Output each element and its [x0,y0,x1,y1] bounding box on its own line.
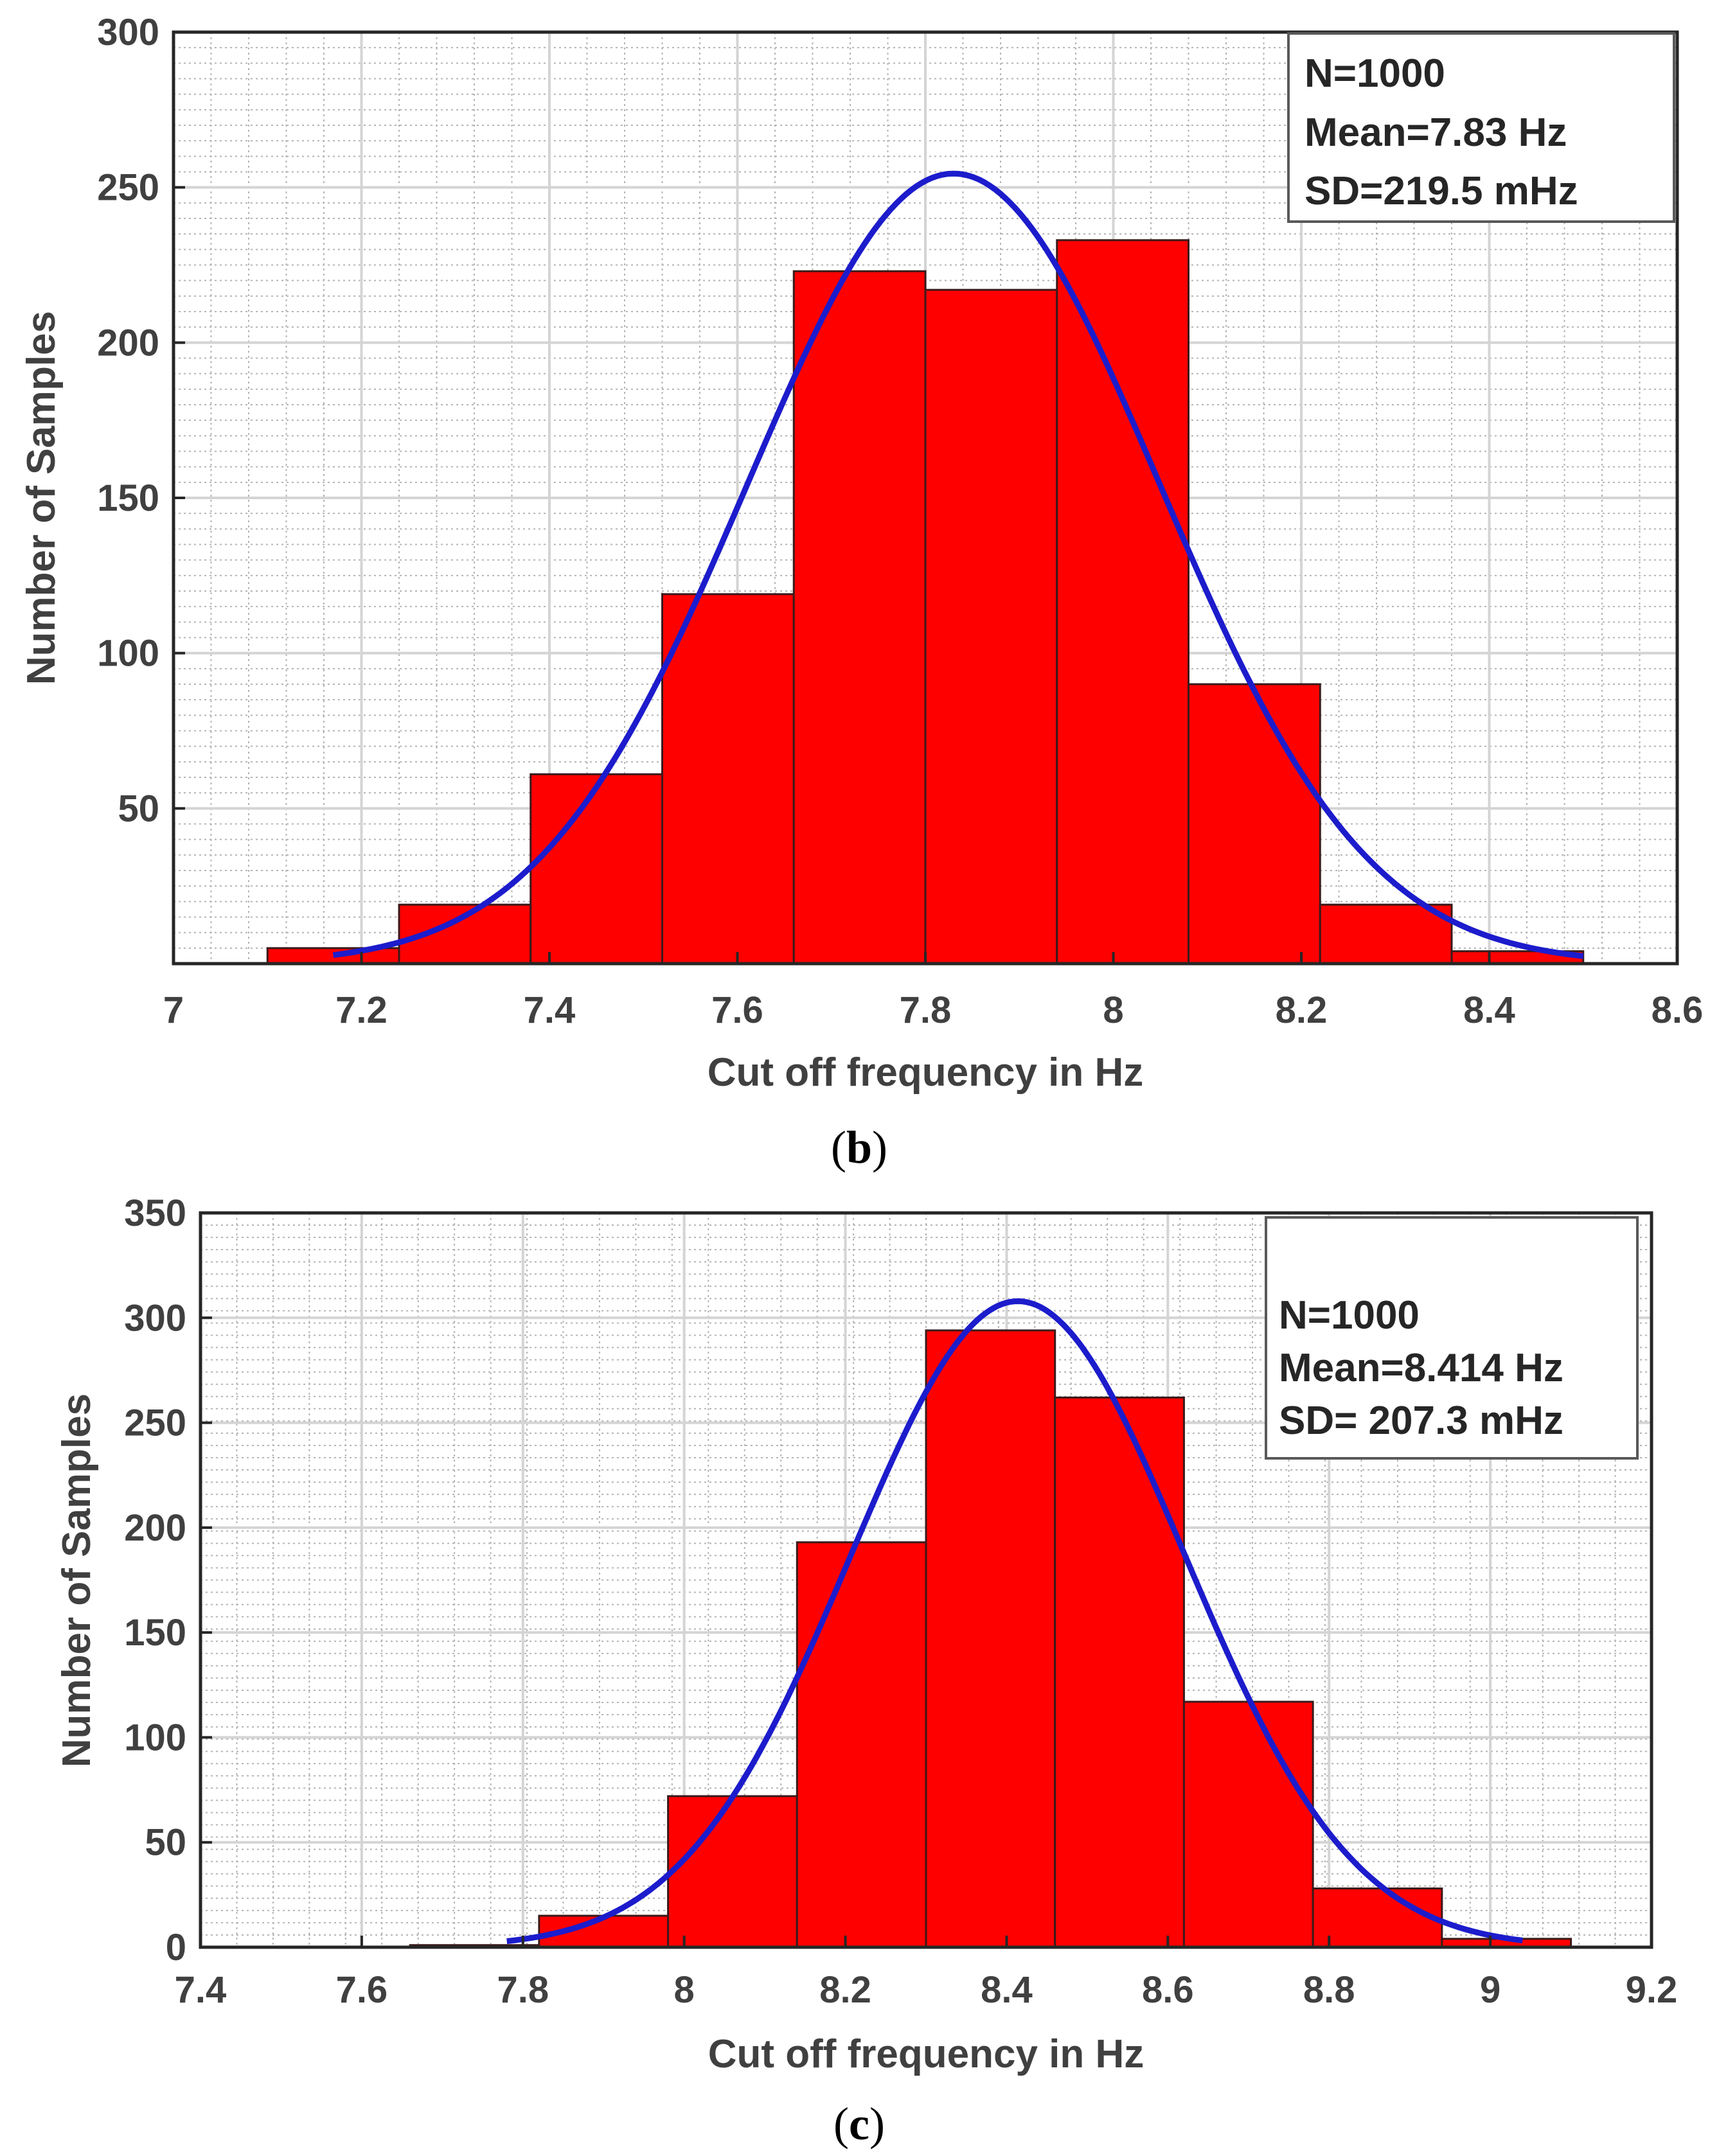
c-y-tick-label: 250 [124,1402,186,1444]
c-x-tick-label: 9.2 [1626,1969,1678,2011]
c-histogram-bar [796,1541,927,1948]
c-x-tick-label: 8.6 [1142,1969,1194,2011]
chart-b-legend-box [1287,32,1675,223]
chart-c-axes-box [199,1211,1653,1949]
chart-b-legend: N=1000 Mean=7.83 Hz SD=219.5 mHz [1287,32,1675,223]
c-x-tick-label: 8.8 [1303,1969,1355,2011]
b-histogram-bar [1319,903,1453,965]
b-y-tick-label: 100 [97,633,159,675]
b-histogram-bar [530,773,663,965]
c-x-tick-label: 9 [1480,1969,1501,2011]
chart-b-legend-n: N=1000 [1305,51,1445,96]
chart-b-legend-sd: SD=219.5 mHz [1305,169,1578,213]
c-x-tick-label: 8.4 [981,1969,1033,2011]
c-x-tick-label: 8.2 [819,1969,871,2011]
chart-b-legend-mean: Mean=7.83 Hz [1305,110,1567,155]
b-x-tick-label: 7 [163,989,184,1031]
c-x-tick-label: 7.4 [175,1969,227,2011]
b-y-tick-label: 50 [118,788,159,829]
b-x-tick-label: 8.4 [1463,989,1515,1031]
b-x-tick-label: 8 [1103,989,1123,1031]
chart-c-legend-mean: Mean=8.414 Hz [1279,1346,1563,1390]
c-y-tick-label: 350 [124,1192,186,1234]
b-x-tick-label: 8.6 [1652,989,1704,1031]
c-x-tick-label: 8 [674,1969,695,2011]
chart-b-bars [266,239,1585,965]
chart-c-legend-sd: SD= 207.3 mHz [1279,1399,1563,1443]
b-y-tick-label: 300 [97,12,159,53]
c-y-tick-label: 100 [124,1717,186,1758]
b-x-tick-label: 7.8 [900,989,952,1031]
c-x-tick-label: 7.8 [497,1969,549,2011]
chart-c-x-axis-label: Cut off frequency in Hz [708,2032,1145,2076]
chart-c-caption-letter: c [849,2098,869,2150]
b-histogram-bar [1188,683,1321,965]
c-y-tick-label: 300 [124,1297,186,1339]
c-y-tick-label: 0 [166,1927,186,1968]
b-histogram-bar [1056,239,1189,965]
b-histogram-bar [924,288,1058,965]
chart-b-y-ticks: 50 100 150 200 250 300 [97,12,185,829]
c-histogram-bar [667,1795,798,1948]
b-x-tick-label: 7.2 [335,989,387,1031]
b-histogram-bar [792,270,927,965]
c-x-tick-label: 7.6 [336,1969,388,2011]
c-y-tick-label: 150 [124,1612,186,1654]
chart-b: 7 7.2 7.4 7.6 7.8 8 8.2 8.4 8.6 50 100 150 200 250 30… [19,12,1703,1173]
b-y-tick-label: 200 [97,322,159,364]
chart-c-caption: (c) [833,2098,885,2150]
chart-c-y-ticks: 0 50 100 150 200 250 300 350 [124,1192,212,1968]
c-histogram-bar [1312,1887,1443,1948]
chart-b-x-axis-label: Cut off frequency in Hz [708,1050,1144,1095]
b-y-tick-label: 250 [97,167,159,209]
b-histogram-bar [661,593,795,965]
b-x-tick-label: 7.6 [711,989,763,1031]
chart-b-x-ticks: 7 7.2 7.4 7.6 7.8 8 8.2 8.4 8.6 [163,952,1703,1031]
c-histogram-bar [925,1329,1056,1948]
chart-b-caption: (b) [831,1122,887,1173]
c-y-tick-label: 50 [145,1822,186,1864]
b-histogram-bar [266,947,400,965]
c-histogram-bar [1182,1701,1314,1948]
c-y-tick-label: 200 [124,1507,186,1549]
chart-c: 7.4 7.6 7.8 8 8.2 8.4 8.6 8.8 9 9.2 0 50 100 150 200 2… [55,1192,1677,2150]
b-x-tick-label: 7.4 [524,989,576,1031]
b-y-tick-label: 150 [97,477,159,519]
chart-c-x-ticks: 7.4 7.6 7.8 8 8.2 8.4 8.6 8.8 9 9.2 [175,1936,1678,2011]
chart-c-normal-fit-curve [506,1298,1523,1945]
b-x-tick-label: 8.2 [1276,989,1328,1031]
c-histogram-bar [1054,1396,1185,1948]
chart-b-y-axis-label: Number of Samples [19,311,64,685]
chart-c-legend: N=1000 Mean=8.414 Hz SD= 207.3 mHz [1265,1216,1639,1460]
chart-b-normal-fit-curve [333,170,1584,959]
chart-c-legend-box [1265,1216,1639,1460]
chart-c-legend-n: N=1000 [1279,1293,1420,1338]
chart-b-caption-letter: b [846,1122,872,1173]
chart-c-y-axis-label: Number of Samples [55,1393,99,1767]
